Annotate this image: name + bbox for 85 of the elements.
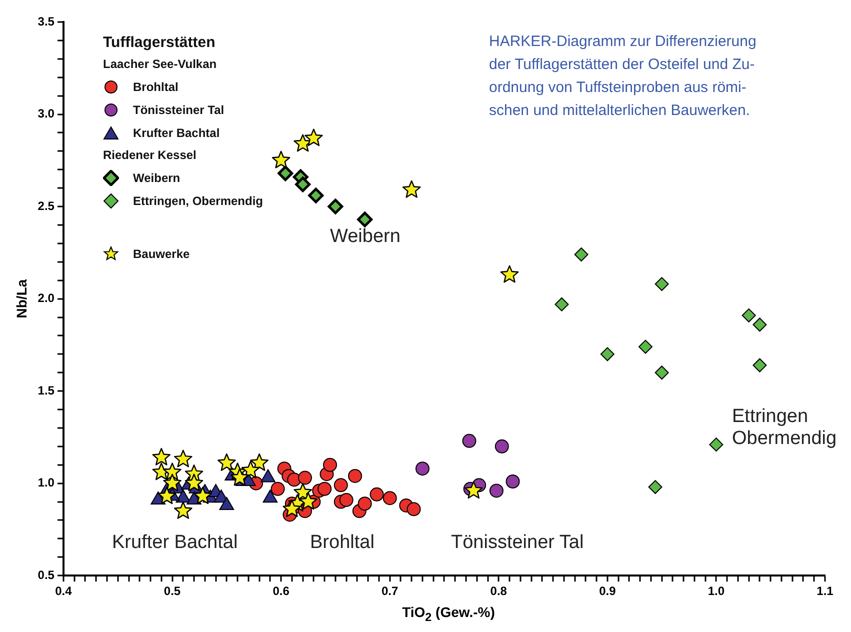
annotation: Brohltal bbox=[310, 532, 374, 554]
point bbox=[402, 180, 421, 198]
x-tick-label: 0.7 bbox=[382, 584, 399, 598]
annotation: Laacher See-Vulkan bbox=[103, 57, 218, 71]
point bbox=[464, 481, 483, 499]
point bbox=[554, 297, 569, 312]
point bbox=[328, 198, 344, 214]
point bbox=[654, 277, 669, 292]
point bbox=[278, 166, 294, 182]
point bbox=[304, 128, 323, 146]
point bbox=[270, 482, 285, 496]
point bbox=[282, 500, 302, 518]
point bbox=[334, 478, 348, 492]
annotation: Ettringen Obermendig bbox=[732, 406, 837, 450]
point bbox=[174, 501, 192, 519]
y-tick-label: 2.5 bbox=[38, 198, 55, 213]
x-tick-label: 0.8 bbox=[490, 584, 508, 598]
annotation: Tönissteiner Tal bbox=[451, 532, 584, 554]
point bbox=[163, 474, 182, 492]
point bbox=[262, 490, 278, 503]
point bbox=[308, 188, 324, 204]
y-tick-label: 3.5 bbox=[38, 14, 55, 28]
y-tick-label: 1.5 bbox=[38, 383, 55, 398]
y-tick-label: 0.5 bbox=[38, 568, 55, 582]
legend-label: Krufter Bachtal bbox=[133, 126, 220, 140]
point bbox=[382, 491, 397, 506]
point bbox=[250, 453, 268, 471]
point bbox=[230, 468, 249, 486]
point bbox=[194, 486, 212, 504]
annotation: HARKER-Diagramm zur Differenzierung der Tufflagerstätten der Osteifel und Zu- ordnung von Tuffsteinproben aus römi- schen und mittelalterlichen Bauwerken. bbox=[489, 32, 758, 121]
point bbox=[709, 438, 724, 452]
point bbox=[158, 486, 176, 504]
point bbox=[174, 450, 192, 468]
x-axis-title: TiO$_{2}$ (Gew.-%) bbox=[401, 604, 496, 624]
point bbox=[287, 472, 302, 487]
point bbox=[638, 340, 652, 354]
point bbox=[358, 496, 372, 511]
point bbox=[370, 487, 384, 502]
point bbox=[406, 502, 421, 516]
legend-label: Brohltal bbox=[133, 80, 178, 94]
point bbox=[272, 150, 290, 168]
x-tick-label: 1.1 bbox=[816, 584, 834, 598]
annotation: Weibern bbox=[330, 226, 400, 248]
point bbox=[152, 448, 171, 466]
point bbox=[241, 460, 260, 478]
point bbox=[742, 308, 756, 322]
point bbox=[462, 434, 476, 448]
x-tick-label: 0.4 bbox=[55, 584, 72, 598]
point bbox=[323, 458, 338, 472]
point bbox=[494, 439, 509, 454]
point bbox=[339, 492, 354, 507]
point bbox=[752, 358, 767, 372]
legend-label: Bauwerke bbox=[133, 246, 190, 260]
y-tick-label: 3.0 bbox=[38, 106, 55, 121]
legend-label: Ettringen, Obermendig bbox=[133, 194, 264, 208]
point bbox=[299, 492, 318, 510]
annotation: Riedener Kessel bbox=[103, 148, 198, 162]
x-tick-label: 1.0 bbox=[708, 584, 725, 598]
point bbox=[506, 474, 520, 488]
point bbox=[600, 347, 614, 362]
y-axis-title: Nb/La bbox=[13, 279, 30, 318]
legend-label: Tönissteiner Tal bbox=[133, 102, 224, 116]
point bbox=[218, 453, 236, 471]
annotation: Krufter Bachtal bbox=[112, 532, 238, 554]
y-tick-label: 2.0 bbox=[38, 291, 55, 306]
point bbox=[654, 366, 669, 380]
point bbox=[184, 474, 204, 492]
point bbox=[574, 248, 588, 262]
point bbox=[415, 462, 430, 476]
x-tick-label: 0.6 bbox=[272, 584, 290, 598]
x-tick-label: 0.9 bbox=[599, 584, 616, 598]
y-tick-label: 1.0 bbox=[38, 476, 55, 490]
point bbox=[318, 482, 332, 496]
point bbox=[348, 468, 362, 483]
legend-label: Weibern bbox=[133, 170, 180, 184]
point bbox=[295, 176, 311, 192]
point bbox=[298, 470, 312, 485]
point bbox=[357, 212, 373, 228]
point bbox=[648, 480, 662, 494]
legend-title: Tufflagerstätten bbox=[103, 34, 216, 51]
point bbox=[489, 484, 504, 498]
point bbox=[752, 318, 767, 332]
point bbox=[163, 462, 182, 480]
x-tick-label: 0.5 bbox=[164, 584, 181, 598]
point bbox=[500, 265, 519, 283]
